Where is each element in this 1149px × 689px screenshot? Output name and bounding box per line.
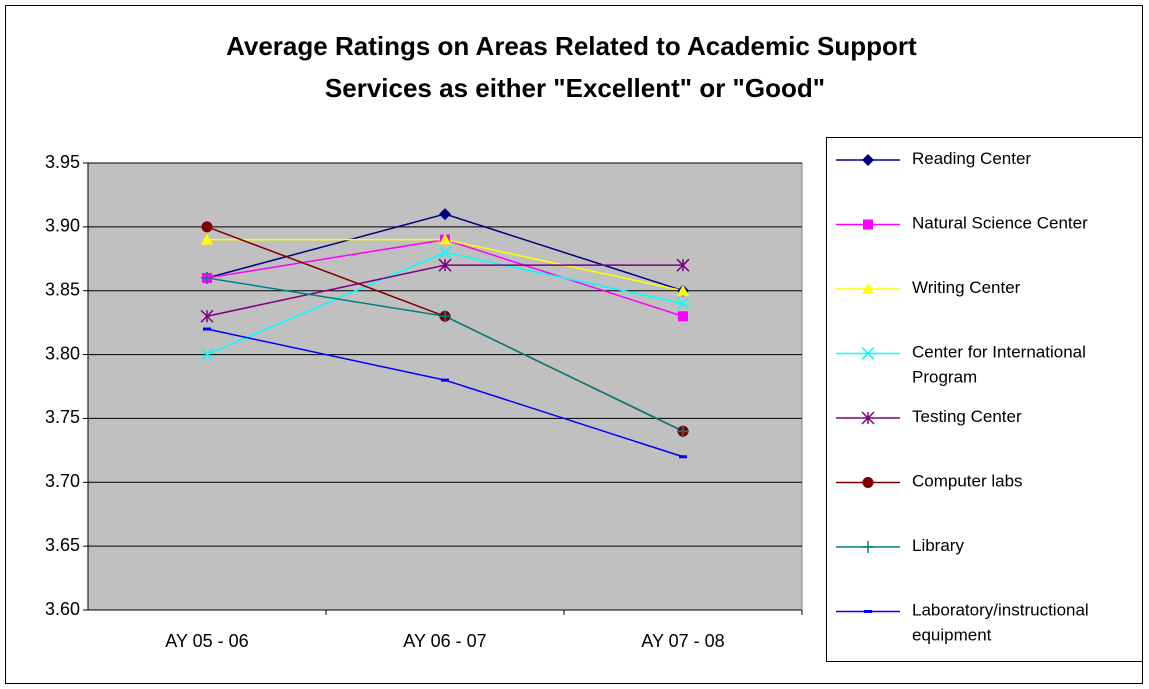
y-tick-label: 3.85 [45, 279, 80, 299]
marker [676, 296, 690, 311]
y-tick-label: 3.95 [45, 152, 80, 172]
marker [201, 271, 213, 284]
marker [861, 411, 875, 425]
y-tick-label: 3.60 [45, 599, 80, 619]
legend-label: Reading Center [912, 149, 1031, 168]
marker [439, 310, 451, 323]
marker [861, 346, 875, 361]
marker [201, 221, 213, 233]
marker [441, 378, 449, 382]
legend-label: Center for International Program [912, 343, 1091, 387]
marker [864, 610, 872, 613]
x-tick-label: AY 07 - 08 [641, 631, 724, 651]
marker [200, 348, 214, 362]
chart-title: Average Ratings on Areas Related to Acad… [226, 31, 924, 103]
marker [439, 208, 451, 221]
marker [439, 233, 451, 245]
marker [678, 311, 688, 322]
marker [862, 541, 874, 553]
legend-label: Computer labs [912, 472, 1023, 491]
marker [679, 455, 687, 459]
marker [200, 309, 214, 323]
y-tick-label: 3.70 [45, 471, 80, 491]
marker [677, 425, 689, 438]
marker [438, 258, 452, 272]
marker [201, 233, 213, 245]
legend-label: Testing Center [912, 407, 1022, 426]
marker [677, 284, 689, 296]
marker [438, 245, 452, 259]
marker [862, 154, 874, 166]
legend-label: Natural Science Center [912, 214, 1088, 233]
x-tick-label: AY 05 - 06 [165, 631, 248, 651]
x-tick-label: AY 06 - 07 [403, 631, 486, 651]
legend-label: Laboratory/instructional equipment [912, 601, 1093, 645]
marker [203, 327, 211, 331]
y-tick-label: 3.80 [45, 343, 80, 363]
y-tick-label: 3.75 [45, 407, 80, 427]
y-tick-label: 3.65 [45, 535, 80, 555]
marker [862, 477, 874, 488]
legend-label: Library [912, 536, 964, 555]
marker [862, 283, 874, 294]
legend-label: Writing Center [912, 278, 1021, 297]
y-tick-label: 3.90 [45, 216, 80, 236]
marker [863, 219, 873, 230]
marker [676, 258, 690, 272]
plot-area [87, 162, 803, 611]
